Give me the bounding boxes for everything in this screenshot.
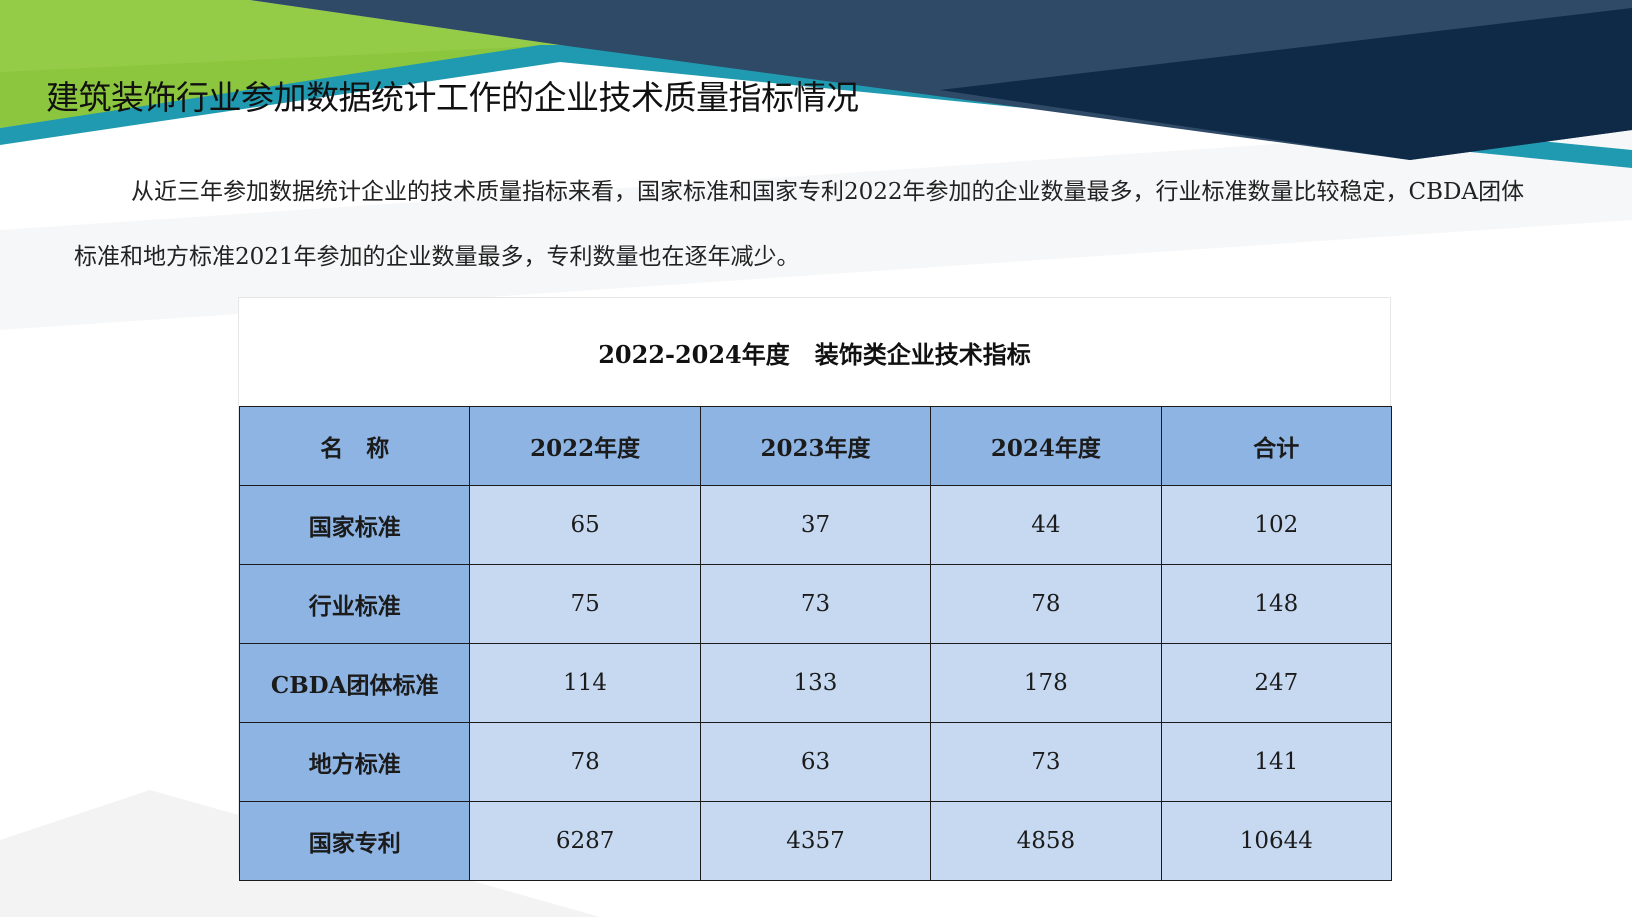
intro-paragraph: 从近三年参加数据统计企业的技术质量指标来看，国家标准和国家专利2022年参加的企… <box>74 179 1525 270</box>
table-cell: 114 <box>469 643 701 723</box>
header-name: 名 称 <box>238 406 471 486</box>
table-cell: 6287 <box>469 801 701 881</box>
table-cell: 44 <box>930 485 1162 565</box>
row-label: CBDA团体标准 <box>238 643 471 723</box>
table-cell: 78 <box>469 722 701 802</box>
table-cell: 63 <box>699 722 932 802</box>
table-cell: 10644 <box>1160 801 1393 881</box>
background-light-band <box>0 120 1632 330</box>
slide-title: 建筑装饰行业参加数据统计工作的企业技术质量指标情况 <box>46 78 859 117</box>
table-cell: 37 <box>699 485 932 565</box>
row-label: 地方标准 <box>238 722 471 802</box>
table-row: 地方标准 78 63 73 141 <box>238 722 1393 802</box>
row-label: 国家标准 <box>238 485 471 565</box>
table-cell: 148 <box>1160 564 1393 644</box>
row-label: 行业标准 <box>238 564 471 644</box>
table-cell: 141 <box>1160 722 1393 802</box>
navy-band-dark <box>940 8 1632 160</box>
table-cell: 178 <box>930 643 1162 723</box>
table-row: 行业标准 75 73 78 148 <box>238 564 1393 644</box>
table-cell: 102 <box>1160 485 1393 565</box>
table-panel: 2022-2024年度 装饰类企业技术指标 名 称 2022年度 2023年度 … <box>238 297 1393 881</box>
table-cell: 247 <box>1160 643 1393 723</box>
header-2024: 2024年度 <box>930 406 1162 486</box>
table-cell: 4357 <box>699 801 932 881</box>
table-cell: 78 <box>930 564 1162 644</box>
green-band-light <box>0 0 560 72</box>
table-cell: 73 <box>699 564 932 644</box>
table-cell: 4858 <box>930 801 1162 881</box>
row-label: 国家专利 <box>238 801 471 881</box>
table-header-row: 名 称 2022年度 2023年度 2024年度 合计 <box>238 406 1393 486</box>
header-2022: 2022年度 <box>469 406 701 486</box>
table-cell: 133 <box>699 643 932 723</box>
header-2023: 2023年度 <box>699 406 932 486</box>
table-caption: 2022-2024年度 装饰类企业技术指标 <box>598 340 1031 369</box>
table-row: CBDA团体标准 114 133 178 247 <box>238 643 1393 723</box>
table-row: 国家专利 6287 4357 4858 10644 <box>238 801 1393 881</box>
table-cell: 75 <box>469 564 701 644</box>
indicators-table: 名 称 2022年度 2023年度 2024年度 合计 国家标准 65 37 4… <box>238 406 1393 881</box>
table-row: 国家标准 65 37 44 102 <box>238 485 1393 565</box>
header-total: 合计 <box>1160 406 1393 486</box>
table-cell: 73 <box>930 722 1162 802</box>
teal-stripe <box>0 45 1632 168</box>
table-cell: 65 <box>469 485 701 565</box>
